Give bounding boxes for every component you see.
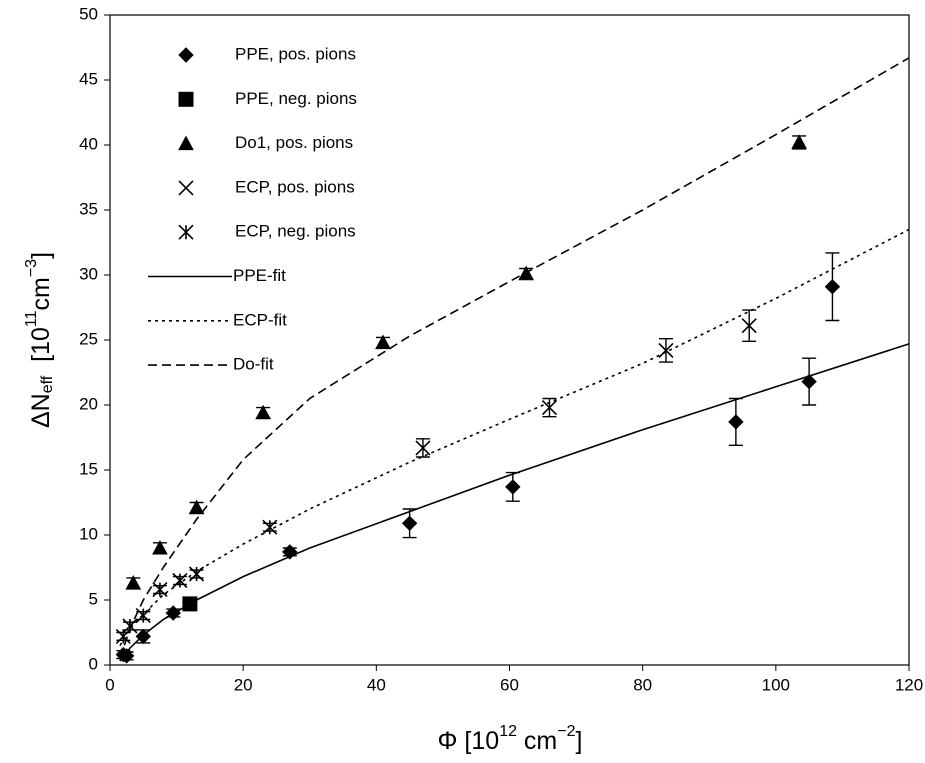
diamond-marker [801,373,817,390]
y-tick-label: 35 [79,199,98,218]
x-label-part: ] [576,727,583,755]
y-label-part: eff [39,375,56,393]
triangle-marker [125,575,142,590]
y-label-part: −3 [23,259,40,277]
legend-label: ECP-fit [233,310,287,329]
y-label-part: [10 [27,327,55,376]
cross-marker [541,400,558,416]
y-tick-label: 15 [79,459,98,478]
y-label-part: cm [27,277,55,310]
asterisk-marker [152,582,168,598]
legend-marker [178,47,194,63]
y-label-part: 11 [23,310,40,327]
fit-line [119,343,910,662]
cross-marker [741,318,757,334]
x-label-part: 12 [499,723,517,740]
triangle-marker [152,539,168,555]
y-label-part: ] [27,252,55,259]
y-tick-label: 50 [79,4,98,23]
legend-label: ECP, neg. pions [235,222,356,241]
y-label-part: ΔN [27,393,55,428]
x-label-part: cm [517,727,557,755]
x-label-part: Φ [10 [438,727,500,755]
x-tick-label: 0 [105,675,114,694]
legend-label: Do-fit [233,355,274,374]
diamond-marker [824,278,841,295]
asterisk-marker [262,519,278,535]
x-tick-label: 120 [895,675,923,694]
x-tick-label: 40 [367,675,386,694]
legend-label: PPE-fit [233,266,286,285]
x-axis-label: Φ [1012 cm−2] [438,723,583,754]
cross-marker [658,342,674,358]
legend-marker [178,180,194,196]
y-tick-label: 5 [89,589,98,608]
cross-marker [415,440,431,456]
fit-line [119,228,910,646]
y-tick-label: 25 [79,329,98,348]
x-tick-label: 100 [762,675,790,694]
y-tick-label: 0 [89,654,98,673]
triangle-marker [255,404,271,420]
x-label-part: −2 [557,723,575,740]
triangle-marker [375,334,391,350]
x-tick-label: 60 [500,675,519,694]
y-tick-label: 10 [79,524,98,543]
diamond-marker [728,414,744,430]
legend-label: PPE, neg. pions [235,89,357,108]
fit-line [119,57,910,659]
y-tick-label: 40 [79,134,98,153]
triangle-marker [791,134,807,149]
y-axis-label: ΔNeff [1011cm−3] [23,252,56,428]
legend-label: PPE, pos. pions [235,44,356,63]
x-tick-label: 80 [633,675,652,694]
y-tick-label: 45 [79,69,98,88]
legend-label: ECP, pos. pions [235,177,355,196]
asterisk-marker [135,608,151,624]
x-tick-label: 20 [234,675,253,694]
legend-marker [178,224,194,240]
legend-marker [178,135,194,151]
plot-frame [109,14,910,666]
diamond-marker [401,515,418,532]
asterisk-marker [172,572,188,589]
legend-marker [178,91,194,107]
y-tick-label: 20 [79,394,98,413]
diamond-marker [505,479,521,495]
legend-label: Do1, pos. pions [235,133,353,152]
y-tick-label: 30 [79,264,98,283]
triangle-marker [188,499,205,515]
